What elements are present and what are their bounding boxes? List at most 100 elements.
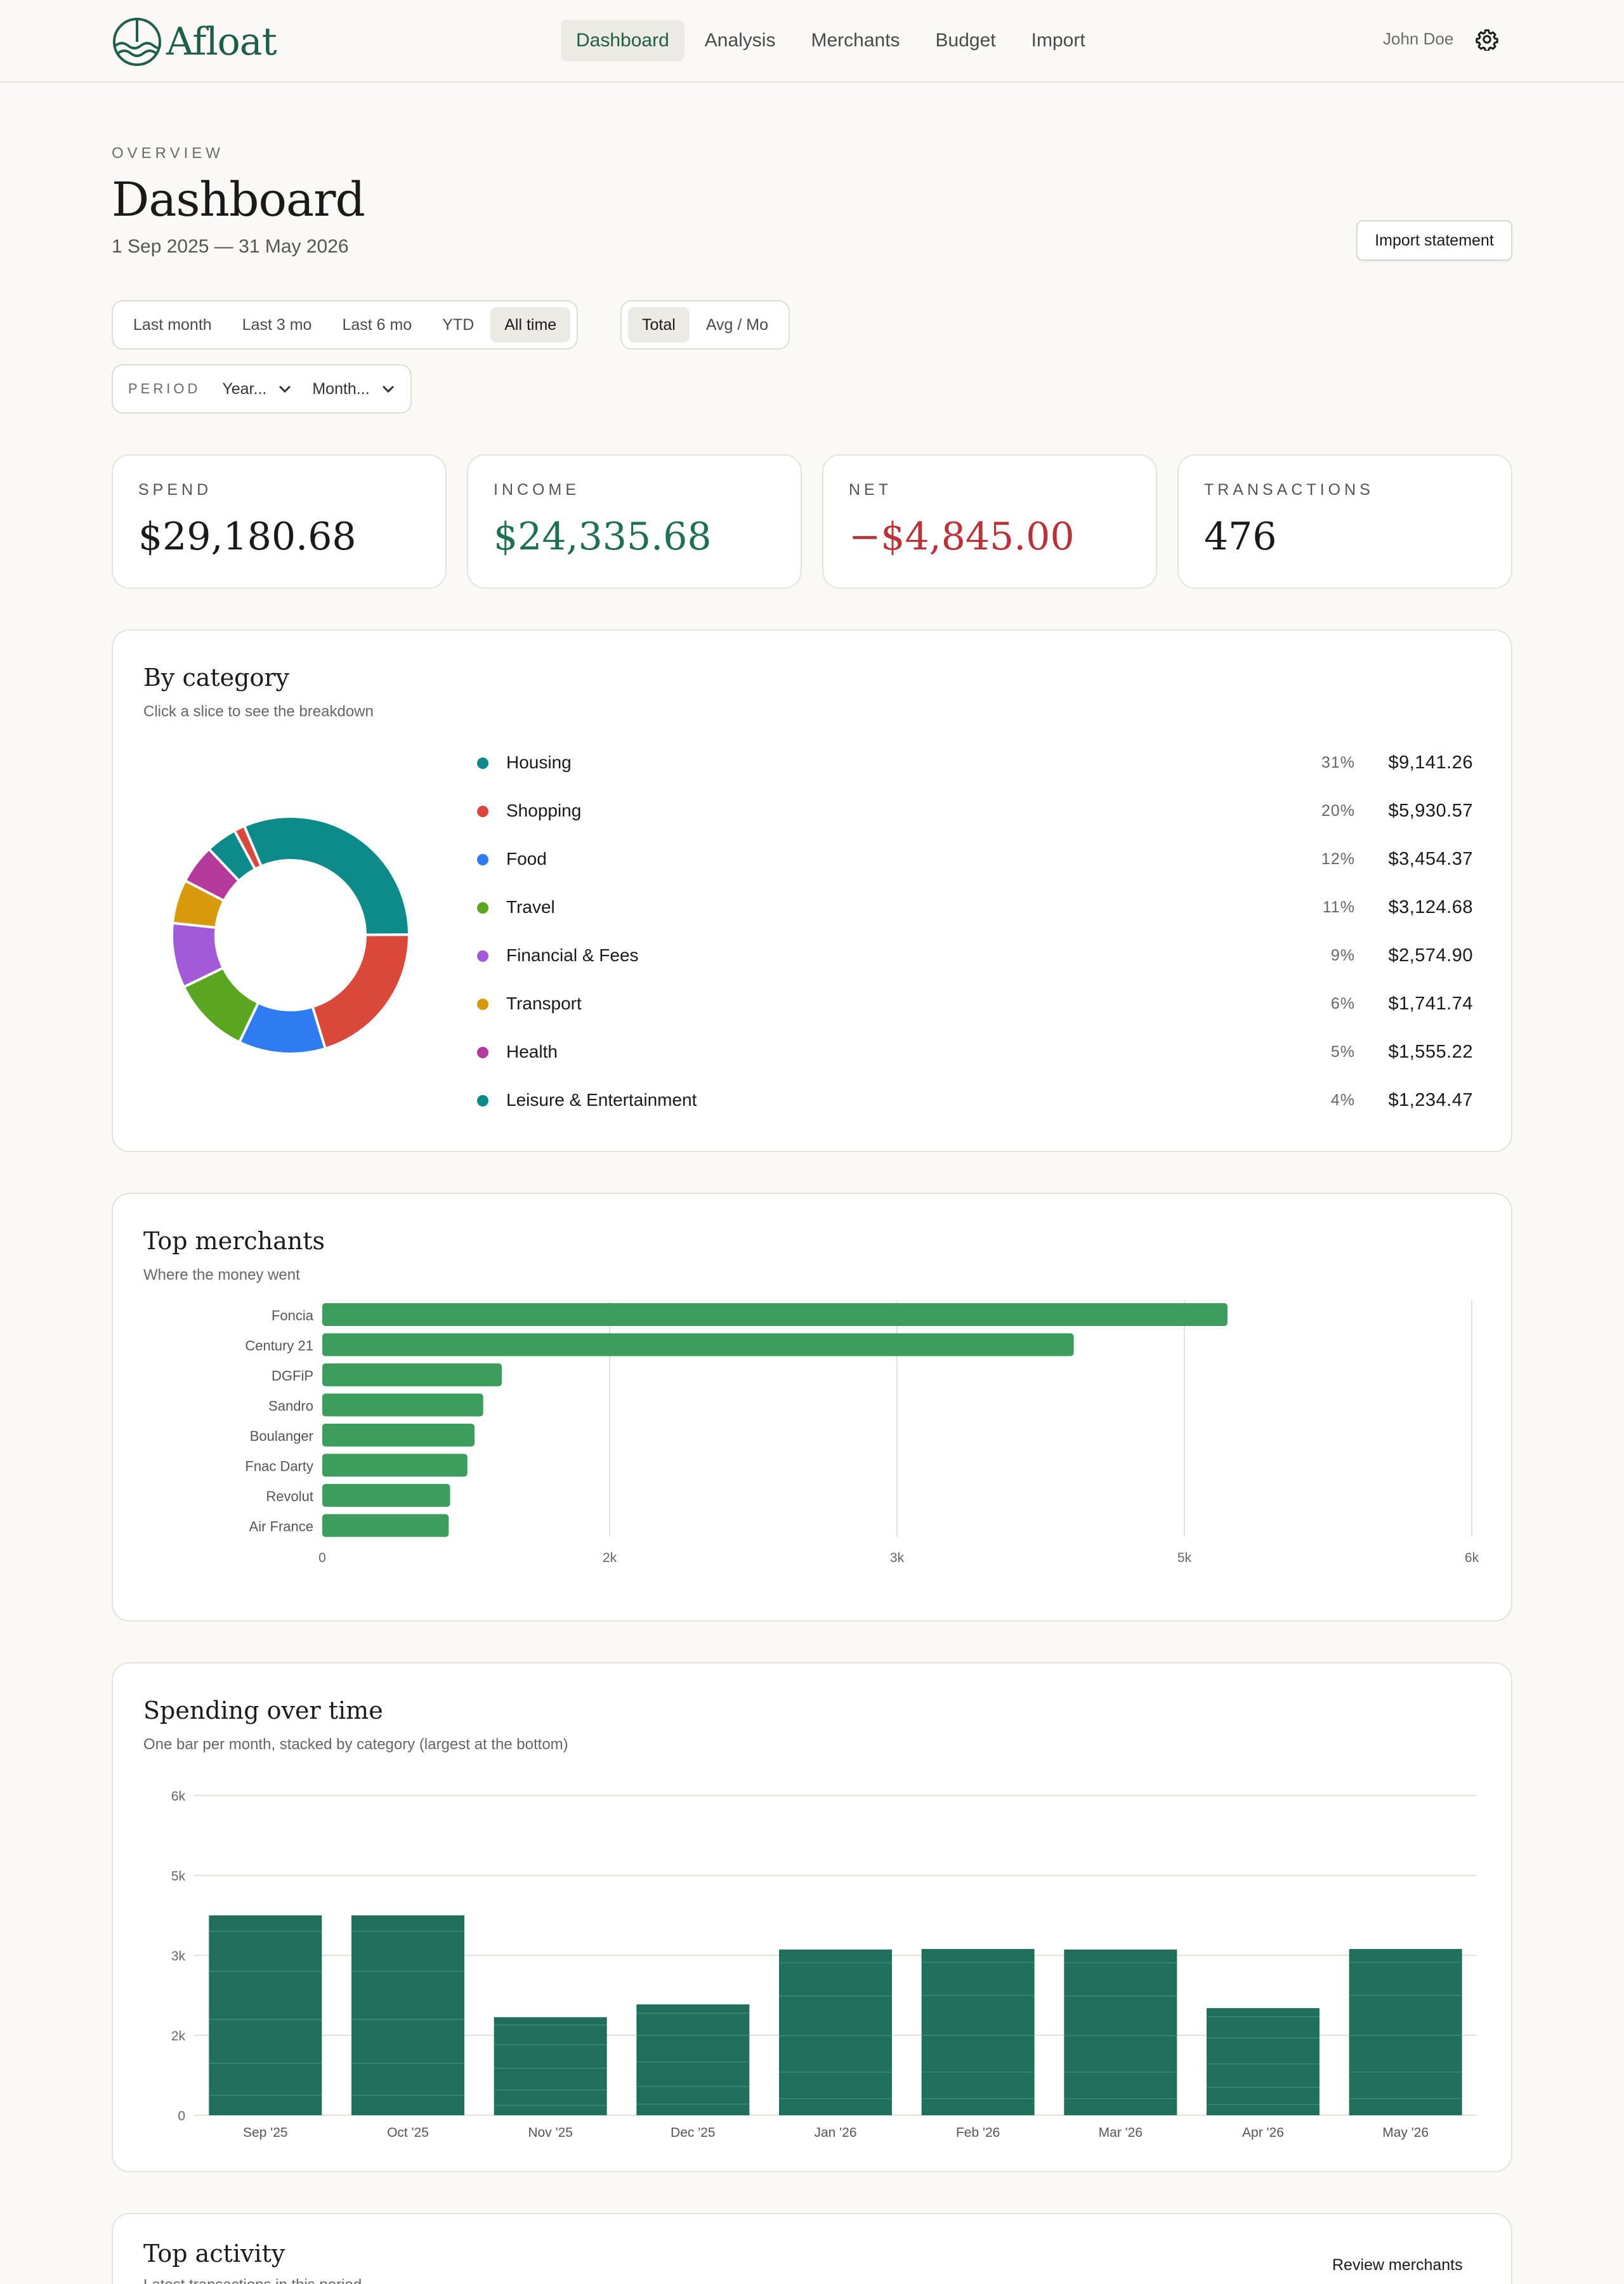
y-category-label: Air France <box>249 1519 313 1535</box>
legend-row-transport[interactable]: Transport 6% $1,741.74 <box>477 991 1473 1016</box>
y-tick-label: 3k <box>171 1949 186 1964</box>
nav-link-analysis[interactable]: Analysis <box>704 30 776 51</box>
card-subtitle: Latest transactions in this period <box>143 2276 362 2284</box>
legend-row-shopping[interactable]: Shopping 20% $5,930.57 <box>477 798 1473 824</box>
month-bar[interactable] <box>1064 1949 1177 2115</box>
period-label: PERIOD <box>128 381 201 397</box>
range-last-3-mo[interactable]: Last 3 mo <box>242 316 312 334</box>
year-select[interactable]: Year... <box>213 380 301 398</box>
range-last-6-mo[interactable]: Last 6 mo <box>342 316 412 334</box>
donut-slice[interactable] <box>232 824 263 871</box>
legend-pct: 31% <box>1321 754 1355 771</box>
y-category-label: DGFiP <box>272 1368 313 1384</box>
legend-name: Travel <box>506 897 555 917</box>
month-bar[interactable] <box>1349 1948 1462 2115</box>
legend-row-food[interactable]: Food 12% $3,454.37 <box>477 846 1473 872</box>
card-title: Top merchants <box>143 1227 325 1255</box>
legend-row-health[interactable]: Health 5% $1,555.22 <box>477 1039 1473 1065</box>
legend-name: Housing <box>506 752 572 772</box>
nav-link-import[interactable]: Import <box>1031 30 1085 51</box>
legend-pct: 6% <box>1330 995 1355 1013</box>
legend-dot <box>477 1095 488 1106</box>
top-nav: Afloat Dashboard Analysis Merchants Budg… <box>0 0 1624 82</box>
import-statement-button[interactable]: Import statement <box>1356 220 1512 261</box>
gear-icon[interactable] <box>1476 28 1498 51</box>
month-bar[interactable] <box>209 1915 322 2115</box>
x-tick-label: 6k <box>1465 1551 1479 1565</box>
legend-name: Financial & Fees <box>506 945 639 965</box>
mode-avg-month[interactable]: Avg / Mo <box>705 316 769 334</box>
month-bar[interactable] <box>351 1915 464 2115</box>
merchant-bar[interactable] <box>322 1424 475 1447</box>
nav-link-budget[interactable]: Budget <box>935 30 996 51</box>
legend-name: Leisure & Entertainment <box>506 1090 697 1110</box>
legend-row-leisure[interactable]: Leisure & Entertainment 4% $1,234.47 <box>477 1087 1473 1113</box>
y-tick-label: 2k <box>171 2029 186 2044</box>
nav-link-dashboard[interactable]: Dashboard <box>561 20 684 62</box>
card-title: Top activity <box>143 2240 285 2268</box>
stat-label: SPEND <box>138 481 213 499</box>
legend-dot <box>477 999 488 1010</box>
card-title: By category <box>143 664 290 692</box>
stat-value: −$4,845.00 <box>849 515 1075 559</box>
legend-name: Food <box>506 849 547 869</box>
merchant-bar[interactable] <box>322 1454 468 1477</box>
month-bar[interactable] <box>1207 2008 1320 2115</box>
stat-card-spend: SPEND $29,180.68 <box>112 454 447 589</box>
category-donut-chart[interactable] <box>164 808 417 1062</box>
brand-name: Afloat <box>166 20 277 64</box>
legend-dot <box>477 1047 488 1058</box>
range-last-month[interactable]: Last month <box>133 316 212 334</box>
month-select[interactable]: Month... <box>303 380 403 398</box>
x-category-label: Sep '25 <box>243 2125 288 2140</box>
date-range: 1 Sep 2025 — 31 May 2026 <box>112 236 349 257</box>
merchant-bar[interactable] <box>322 1514 449 1537</box>
legend-dot <box>477 806 488 817</box>
legend-amount: $1,741.74 <box>1388 994 1473 1014</box>
merchant-bar[interactable] <box>322 1333 1074 1356</box>
x-tick-label: 5k <box>1177 1551 1192 1565</box>
nav-link-merchants[interactable]: Merchants <box>811 30 900 51</box>
brand-logo[interactable]: Afloat <box>112 16 277 67</box>
legend-pct: 12% <box>1321 850 1355 868</box>
stat-label: NET <box>849 481 892 499</box>
month-bar[interactable] <box>494 2017 607 2115</box>
x-category-label: Jan '26 <box>814 2125 856 2140</box>
mode-total[interactable]: Total <box>628 307 690 343</box>
user-name[interactable]: John Doe <box>1383 29 1454 48</box>
y-category-label: Boulanger <box>250 1428 313 1444</box>
merchant-bar[interactable] <box>322 1303 1228 1326</box>
merchant-bar[interactable] <box>322 1363 502 1386</box>
stat-value: $29,180.68 <box>138 515 357 559</box>
legend-pct: 11% <box>1322 898 1355 916</box>
legend-row-travel[interactable]: Travel 11% $3,124.68 <box>477 895 1473 920</box>
range-ytd[interactable]: YTD <box>442 316 475 334</box>
merchant-bar[interactable] <box>322 1393 483 1417</box>
month-bar[interactable] <box>779 1949 892 2115</box>
range-all-time[interactable]: All time <box>490 307 571 343</box>
month-bar[interactable] <box>636 2004 750 2115</box>
card-title: Spending over time <box>143 1697 383 1724</box>
y-tick-label: 0 <box>178 2109 185 2123</box>
donut-slice[interactable] <box>311 933 410 1051</box>
legend-pct: 4% <box>1330 1091 1355 1109</box>
x-category-label: Mar '26 <box>1099 2125 1143 2140</box>
wave-logo-icon <box>113 18 161 66</box>
legend-name: Health <box>506 1042 558 1061</box>
stat-card-net: NET −$4,845.00 <box>822 454 1157 589</box>
legend-amount: $1,555.22 <box>1388 1042 1473 1062</box>
legend-row-housing[interactable]: Housing 31% $9,141.26 <box>477 750 1473 775</box>
donut-slice[interactable] <box>242 815 411 936</box>
card-subtitle: Where the money went <box>143 1266 300 1283</box>
year-select-value: Year... <box>222 379 267 398</box>
chevron-down-icon <box>382 385 394 393</box>
merchant-bar[interactable] <box>322 1484 450 1507</box>
x-tick-label: 2k <box>603 1551 617 1565</box>
category-card: By category Click a slice to see the bre… <box>112 629 1512 1152</box>
review-merchants-button[interactable]: Review merchants <box>1332 2256 1463 2274</box>
stat-value: $24,335.68 <box>494 515 712 559</box>
month-bar[interactable] <box>921 1948 1035 2115</box>
legend-row-financial-fees[interactable]: Financial & Fees 9% $2,574.90 <box>477 943 1473 968</box>
range-selector: Last month Last 3 mo Last 6 mo YTD All t… <box>112 300 579 350</box>
legend-amount: $3,454.37 <box>1388 849 1473 869</box>
